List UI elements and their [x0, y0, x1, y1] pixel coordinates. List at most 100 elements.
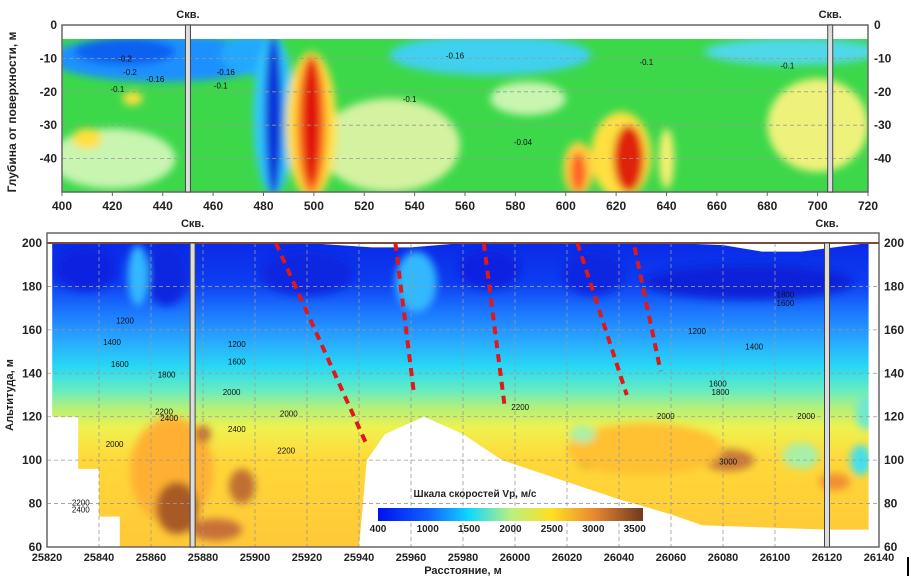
y-tick-label-left: -10 — [40, 51, 58, 65]
x-tick-label: 560 — [455, 199, 475, 213]
x-tick-label: 720 — [858, 199, 878, 213]
contour-label: -0.16 — [146, 75, 165, 84]
y-tick-label-right: 160 — [884, 323, 904, 337]
anomaly-blob — [645, 264, 853, 300]
x-tick-label: 25880 — [188, 552, 219, 564]
top-y-axis-label: Глубина от поверхности, м — [5, 31, 19, 192]
contour-label: 1800 — [712, 388, 730, 397]
x-tick-label: 500 — [304, 199, 324, 213]
colorbar-tick-label: 400 — [370, 524, 387, 535]
contour-label: 2000 — [657, 412, 675, 421]
y-tick-label-right: -30 — [874, 118, 892, 132]
anomaly-blob — [190, 518, 242, 541]
y-tick-label-left: 80 — [29, 497, 43, 511]
contour-label: 2000 — [223, 388, 241, 397]
x-tick-label: 26120 — [812, 552, 843, 564]
y-tick-label-left: 180 — [22, 279, 42, 293]
x-tick-label: 400 — [52, 199, 72, 213]
anomaly-blob — [819, 473, 851, 491]
y-tick-label-right: -20 — [874, 85, 892, 99]
y-tick-label-right: 0 — [874, 18, 881, 32]
contour-label: -0.2 — [123, 68, 137, 77]
y-tick-label-right: 180 — [884, 279, 904, 293]
contour-label: 2400 — [228, 425, 246, 434]
anomaly-blob — [782, 442, 820, 469]
x-tick-label: 26100 — [760, 552, 791, 564]
borehole-marker — [824, 242, 830, 548]
anomaly-blob — [613, 125, 644, 192]
x-tick-label: 25920 — [292, 552, 323, 564]
anomaly-blob — [389, 39, 591, 76]
anomaly-blob — [457, 249, 521, 289]
y-tick-label-left: -30 — [40, 118, 58, 132]
x-tick-label: 26140 — [864, 552, 895, 564]
anomaly-blob — [127, 245, 149, 306]
x-tick-label: 26080 — [708, 552, 739, 564]
contour-label: -0.1 — [111, 85, 125, 94]
x-tick-label: 700 — [808, 199, 828, 213]
anomaly-blob — [54, 247, 118, 291]
y-tick-label-left: 60 — [29, 540, 43, 554]
borehole-label: Скв. — [819, 9, 842, 21]
bottom-y-axis-label: Альтитуда, м — [4, 359, 16, 431]
borehole-marker — [184, 24, 191, 193]
contour-label: 2000 — [280, 410, 298, 419]
colorbar-tick-label: 2500 — [541, 524, 564, 535]
fault-line — [575, 242, 629, 396]
y-tick-label-left: 200 — [22, 236, 42, 250]
colorbar: Шкала скоростей Vp, м/с 400 1000 1500 2000 2… — [370, 489, 647, 535]
anomaly-blob — [855, 395, 869, 430]
anomaly-blob — [395, 251, 438, 313]
anomaly-blob — [145, 245, 188, 306]
x-tick-label: 25980 — [448, 552, 479, 564]
fault-line — [273, 242, 369, 446]
top-plot: 0 0 -10 -10 -20 -20 -30 -30 -40 -40 400 420 440 460 48… — [5, 9, 892, 213]
y-tick-label-right: -40 — [874, 152, 892, 166]
contour-label: -0.1 — [403, 95, 417, 104]
x-tick-label: 440 — [153, 199, 173, 213]
x-tick-label: 25940 — [344, 552, 375, 564]
x-tick-label: 660 — [707, 199, 727, 213]
contour-label: -0.1 — [781, 61, 795, 70]
x-tick-label: 26040 — [604, 552, 635, 564]
y-tick-label-right: 100 — [884, 453, 904, 467]
x-tick-label: 25840 — [84, 552, 115, 564]
bottom-plot-frame — [46, 232, 880, 548]
colorbar-gradient — [378, 508, 643, 521]
contour-label: 1600 — [709, 379, 727, 388]
x-tick-label: 580 — [505, 199, 525, 213]
x-tick-label: 520 — [354, 199, 374, 213]
colorbar-tick-label: 3500 — [624, 524, 647, 535]
y-tick-label-right: 200 — [884, 236, 904, 250]
y-tick-label-left: 160 — [22, 323, 42, 337]
y-tick-label-right: 140 — [884, 366, 904, 380]
contour-label: -0.16 — [217, 68, 236, 77]
anomaly-blob — [264, 39, 283, 192]
y-tick-label-left: 120 — [22, 410, 42, 424]
bottom-plot: 1200140016001800120016002000220024002000… — [4, 218, 904, 577]
x-tick-label: 25960 — [396, 552, 427, 564]
y-tick-label-left: -40 — [40, 152, 58, 166]
x-tick-label: 25820 — [32, 552, 63, 564]
contour-label: 2000 — [106, 440, 124, 449]
contour-label: 2200 — [155, 408, 173, 417]
x-tick-label: 600 — [556, 199, 576, 213]
anomaly-blob — [302, 58, 321, 186]
contour-label: 1400 — [745, 342, 763, 351]
anomaly-blob — [490, 81, 566, 116]
contour-label: -0.1 — [639, 58, 653, 67]
contour-label: 1600 — [111, 360, 129, 369]
y-tick-label-left: 100 — [22, 453, 42, 467]
anomaly-blob — [569, 425, 596, 443]
colorbar-tick-label: 1000 — [417, 524, 440, 535]
fault-line — [632, 246, 663, 372]
contour-label: 1600 — [228, 358, 246, 367]
contour-label: -0.2 — [118, 55, 132, 64]
y-tick-label-right: 60 — [884, 540, 898, 554]
y-tick-label-right: -10 — [874, 51, 892, 65]
contour-label: 2400 — [160, 414, 178, 423]
anomaly-blob — [570, 151, 586, 192]
y-tick-label-right: 80 — [884, 497, 898, 511]
contour-label: 1800 — [158, 371, 176, 380]
contour-label: 1200 — [688, 327, 706, 336]
